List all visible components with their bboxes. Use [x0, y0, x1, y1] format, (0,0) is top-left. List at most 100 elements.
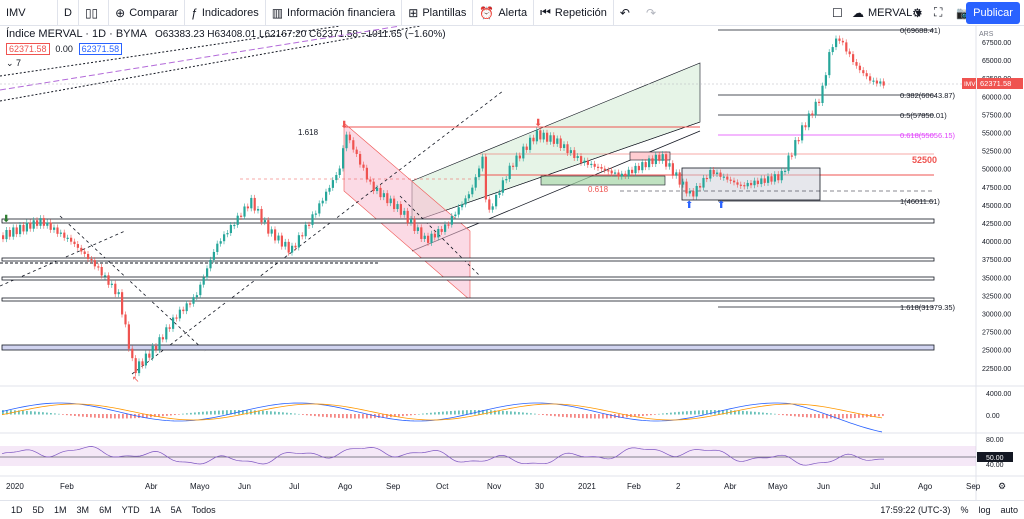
candle-body	[267, 220, 270, 234]
macd-histogram-bar	[210, 411, 212, 415]
macd-histogram-bar	[774, 413, 776, 415]
macd-histogram-bar	[598, 414, 600, 419]
range-button-1d[interactable]: 1D	[11, 505, 23, 515]
macd-histogram-bar	[658, 413, 660, 415]
undo-button[interactable]: ↶	[614, 0, 640, 26]
publish-button[interactable]: Publicar	[966, 2, 1020, 24]
macd-histogram-bar	[102, 414, 104, 419]
candle-body	[144, 353, 147, 366]
candle-body	[250, 197, 253, 209]
macd-histogram-bar	[502, 410, 504, 415]
green-zone[interactable]	[540, 175, 666, 186]
macd-histogram-bar	[362, 414, 364, 419]
indicators-button[interactable]: ƒ Indicadores	[185, 0, 266, 26]
redo-button[interactable]: ↷	[640, 0, 666, 26]
ascending-channel[interactable]	[411, 62, 701, 223]
time-axis[interactable]: 2020 Feb Abr Mayo Jun Jul Ago Sep Oct Nov 30 2021 Fe…	[6, 482, 981, 491]
candle-body	[25, 222, 28, 232]
candle-body	[702, 177, 705, 188]
dotted-trendline-1[interactable]	[0, 26, 341, 77]
expand-button[interactable]: ⛶	[928, 0, 952, 26]
alert-button[interactable]: ⏰ Alerta	[473, 0, 535, 26]
candle-body	[535, 130, 538, 142]
time-axis-settings-icon[interactable]: ⚙	[998, 481, 1006, 491]
candle-body	[750, 182, 753, 186]
macd-histogram-bar	[722, 410, 724, 415]
log-toggle[interactable]: log	[978, 505, 991, 515]
buy-price-box[interactable]: 62371.58	[78, 43, 123, 55]
interval-button[interactable]: D	[58, 0, 79, 26]
auto-toggle[interactable]: auto	[1000, 505, 1018, 515]
dashed-downtrend-line[interactable]	[59, 215, 206, 352]
macd-histogram-bar	[438, 411, 440, 415]
candle-body	[233, 224, 236, 227]
candle-body	[124, 314, 127, 325]
sell-price-box[interactable]: 62371.58	[6, 43, 50, 55]
macd-histogram-bar	[494, 410, 496, 415]
support-zone-37500[interactable]	[1, 257, 935, 262]
range-button-6m[interactable]: 6M	[99, 505, 112, 515]
candle-body	[393, 198, 396, 210]
candle-body	[525, 146, 528, 150]
layout-button[interactable]: ☁ MERVAL ▾	[852, 5, 922, 20]
dashed-line-3[interactable]	[399, 195, 481, 277]
macd-histogram-bar	[862, 414, 864, 418]
range-button-todos[interactable]: Todos	[191, 505, 216, 515]
price-axis[interactable]: 67500.0065000.0062500.0060000.0057500.00…	[982, 40, 1011, 373]
candle-body	[308, 224, 311, 226]
support-zone-25000[interactable]	[1, 344, 935, 351]
main-chart[interactable]: 0(69688.41) 0.382(60643.87) 0.5(57850.01…	[0, 26, 1024, 500]
rsi-indicator[interactable]	[1, 446, 885, 466]
compare-button[interactable]: ⊕ Comparar	[109, 0, 186, 26]
range-button-1a[interactable]: 1A	[149, 505, 161, 515]
interval-label: D	[64, 6, 72, 19]
range-button-1m[interactable]: 1M	[54, 505, 67, 515]
candle-body	[226, 233, 229, 235]
candle-body	[593, 163, 596, 167]
candle-body	[257, 208, 260, 211]
symbol-search[interactable]: IMV	[0, 0, 58, 26]
candle-body	[148, 353, 151, 358]
fullscreen-toggle[interactable]: ☐	[826, 0, 853, 26]
macd-histogram-bar	[606, 414, 608, 419]
support-zone-42500[interactable]	[1, 218, 935, 224]
range-button-5d[interactable]: 5D	[32, 505, 45, 515]
financials-button[interactable]: ▥ Información financiera	[266, 0, 403, 26]
candle-body	[131, 348, 134, 359]
macd-indicator[interactable]	[1, 402, 884, 433]
last-price-label: 62371.58	[980, 79, 1011, 88]
studies-toggle[interactable]: ⌄ 7	[6, 58, 22, 68]
clock-label[interactable]: 17:59:22 (UTC-3)	[880, 505, 951, 515]
candle-body	[158, 337, 161, 350]
replay-button[interactable]: ⏮ Repetición	[534, 0, 614, 26]
macd-histogram-bar	[74, 414, 76, 416]
candle-body	[29, 222, 32, 229]
price-tick: 60000.00	[982, 94, 1011, 101]
macd-histogram-bar	[742, 410, 744, 415]
percent-toggle[interactable]: %	[960, 505, 969, 515]
macd-histogram-bar	[114, 414, 116, 419]
macd-histogram-bar	[422, 413, 424, 415]
settings-button[interactable]: ⚙	[906, 0, 933, 26]
range-button-3m[interactable]: 3M	[76, 505, 90, 515]
macd-histogram-bar	[682, 411, 684, 415]
range-button-ytd[interactable]: YTD	[121, 505, 140, 515]
macd-histogram-bar	[414, 414, 416, 415]
candle-body	[236, 215, 239, 225]
cloud-icon: ☁	[852, 5, 864, 20]
candle-body	[8, 230, 11, 237]
macd-histogram-bar	[398, 414, 400, 417]
macd-histogram-bar	[686, 411, 688, 415]
chart-legend: Índice MERVAL · 1D · BYMA O63383.23 H6340…	[6, 28, 446, 69]
range-button-5a[interactable]: 5A	[170, 505, 182, 515]
macd-histogram-bar	[10, 410, 12, 415]
dotted-trendline-2[interactable]	[0, 26, 421, 102]
macd-histogram-bar	[318, 414, 320, 417]
candle-body	[495, 194, 498, 207]
dashed-purple-trendline[interactable]	[0, 26, 401, 91]
support-zone-35000[interactable]	[1, 276, 935, 281]
chart-style-button[interactable]: ▯▯	[79, 0, 110, 26]
macd-histogram-bar	[534, 413, 536, 415]
support-zone-32500[interactable]	[1, 297, 935, 302]
templates-button[interactable]: ⊞ Plantillas	[402, 0, 474, 26]
